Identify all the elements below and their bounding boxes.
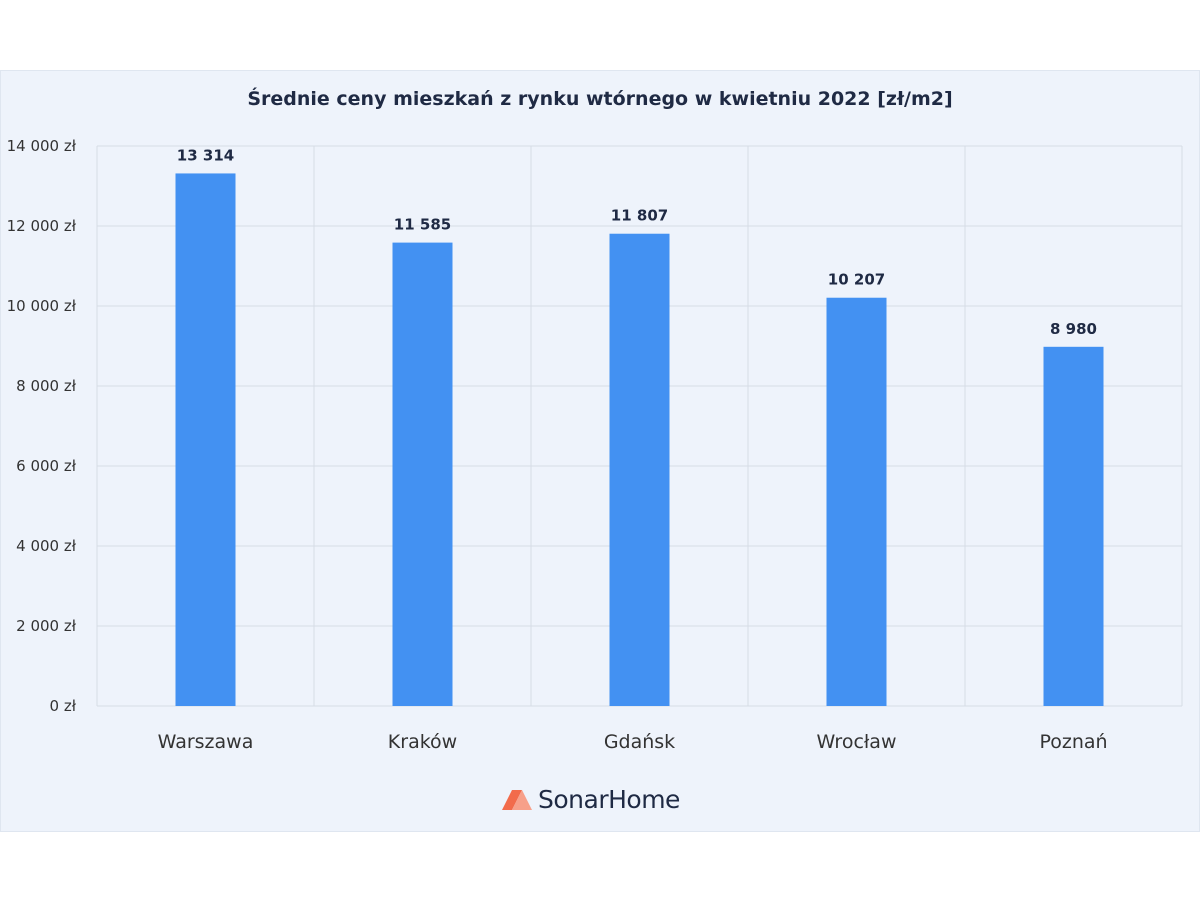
value-label: 13 314	[177, 146, 234, 164]
category-label: Wrocław	[817, 731, 897, 753]
brand-name: SonarHome	[538, 784, 680, 814]
category-label: Poznań	[1039, 731, 1107, 753]
category-labels: Warszawa Kraków Gdańsk Wrocław Poznań	[158, 731, 1108, 753]
value-label: 10 207	[828, 271, 885, 289]
grid-layer	[96, 145, 1183, 707]
bars	[175, 173, 1104, 706]
y-tick-label: 10 000 zł	[7, 297, 77, 315]
bar-kraków	[392, 242, 453, 706]
y-tick-label: 0 zł	[50, 697, 77, 715]
y-tick-label: 2 000 zł	[16, 617, 77, 635]
value-label: 8 980	[1050, 320, 1097, 338]
value-label: 11 585	[394, 216, 451, 234]
category-label: Warszawa	[158, 731, 254, 753]
bar-wrocław	[826, 297, 887, 706]
chart-title: Średnie ceny mieszkań z rynku wtórnego w…	[247, 88, 953, 110]
y-tick-label: 6 000 zł	[16, 457, 77, 475]
category-label: Gdańsk	[604, 731, 675, 753]
bar-poznań	[1043, 346, 1104, 706]
bar-gdańsk	[609, 233, 670, 706]
y-tick-label: 8 000 zł	[16, 377, 77, 395]
y-tick-label: 14 000 zł	[7, 137, 77, 155]
house-roof-icon	[502, 790, 532, 810]
bar-warszawa	[175, 173, 236, 706]
value-label: 11 807	[611, 207, 668, 225]
value-labels: 13 314 11 585 11 807 10 207 8 980	[177, 146, 1097, 337]
y-tick-label: 4 000 zł	[16, 537, 77, 555]
y-tick-label: 12 000 zł	[7, 217, 77, 235]
category-label: Kraków	[388, 731, 457, 753]
y-axis-ticks: 0 zł 2 000 zł 4 000 zł 6 000 zł 8 000 zł 10 0…	[7, 137, 77, 715]
sonarhome-logo: SonarHome	[502, 782, 680, 816]
